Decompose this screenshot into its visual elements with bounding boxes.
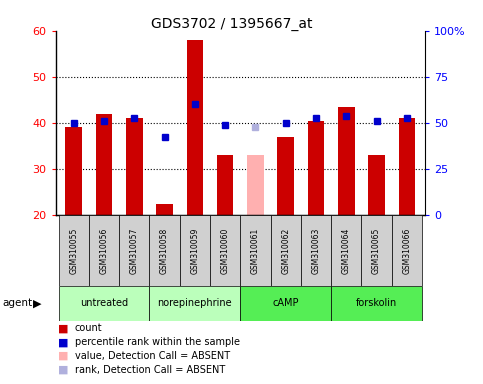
Text: percentile rank within the sample: percentile rank within the sample [75, 337, 240, 347]
Bar [241, 215, 270, 286]
Text: GSM310065: GSM310065 [372, 227, 381, 274]
Text: count: count [75, 323, 102, 333]
Text: ■: ■ [58, 351, 69, 361]
Text: ■: ■ [58, 323, 69, 333]
Text: GSM310055: GSM310055 [69, 227, 78, 274]
Text: GSM310063: GSM310063 [312, 227, 321, 274]
Text: GDS3702 / 1395667_at: GDS3702 / 1395667_at [151, 17, 313, 31]
Text: GSM310060: GSM310060 [221, 227, 229, 274]
Bar [308, 121, 325, 215]
Text: forskolin: forskolin [356, 298, 397, 308]
Text: GSM310064: GSM310064 [342, 227, 351, 274]
Bar [277, 137, 294, 215]
Bar [368, 155, 385, 215]
Bar [217, 155, 233, 215]
Text: ▶: ▶ [33, 298, 42, 308]
Text: ■: ■ [58, 337, 69, 347]
Bar [58, 215, 89, 286]
Bar [241, 286, 331, 321]
Bar [270, 215, 301, 286]
Text: cAMP: cAMP [272, 298, 299, 308]
Bar [186, 40, 203, 215]
Bar [210, 215, 241, 286]
Bar [338, 107, 355, 215]
Text: GSM310057: GSM310057 [130, 227, 139, 274]
Text: GSM310061: GSM310061 [251, 227, 260, 274]
Bar [156, 204, 173, 215]
Text: GSM310062: GSM310062 [281, 227, 290, 274]
Text: norepinephrine: norepinephrine [157, 298, 232, 308]
Text: agent: agent [2, 298, 32, 308]
Bar [58, 286, 149, 321]
Bar [331, 286, 422, 321]
Bar [149, 286, 241, 321]
Bar [398, 118, 415, 215]
Text: GSM310056: GSM310056 [99, 227, 109, 274]
Bar [96, 114, 113, 215]
Text: value, Detection Call = ABSENT: value, Detection Call = ABSENT [75, 351, 230, 361]
Text: GSM310066: GSM310066 [402, 227, 412, 274]
Bar [65, 127, 82, 215]
Bar [392, 215, 422, 286]
Text: GSM310058: GSM310058 [160, 227, 169, 274]
Bar [119, 215, 149, 286]
Bar [89, 215, 119, 286]
Bar [126, 118, 142, 215]
Text: ■: ■ [58, 365, 69, 375]
Text: GSM310059: GSM310059 [190, 227, 199, 274]
Bar [247, 155, 264, 215]
Text: rank, Detection Call = ABSENT: rank, Detection Call = ABSENT [75, 365, 225, 375]
Bar [361, 215, 392, 286]
Bar [331, 215, 361, 286]
Bar [149, 215, 180, 286]
Bar [301, 215, 331, 286]
Text: untreated: untreated [80, 298, 128, 308]
Bar [180, 215, 210, 286]
